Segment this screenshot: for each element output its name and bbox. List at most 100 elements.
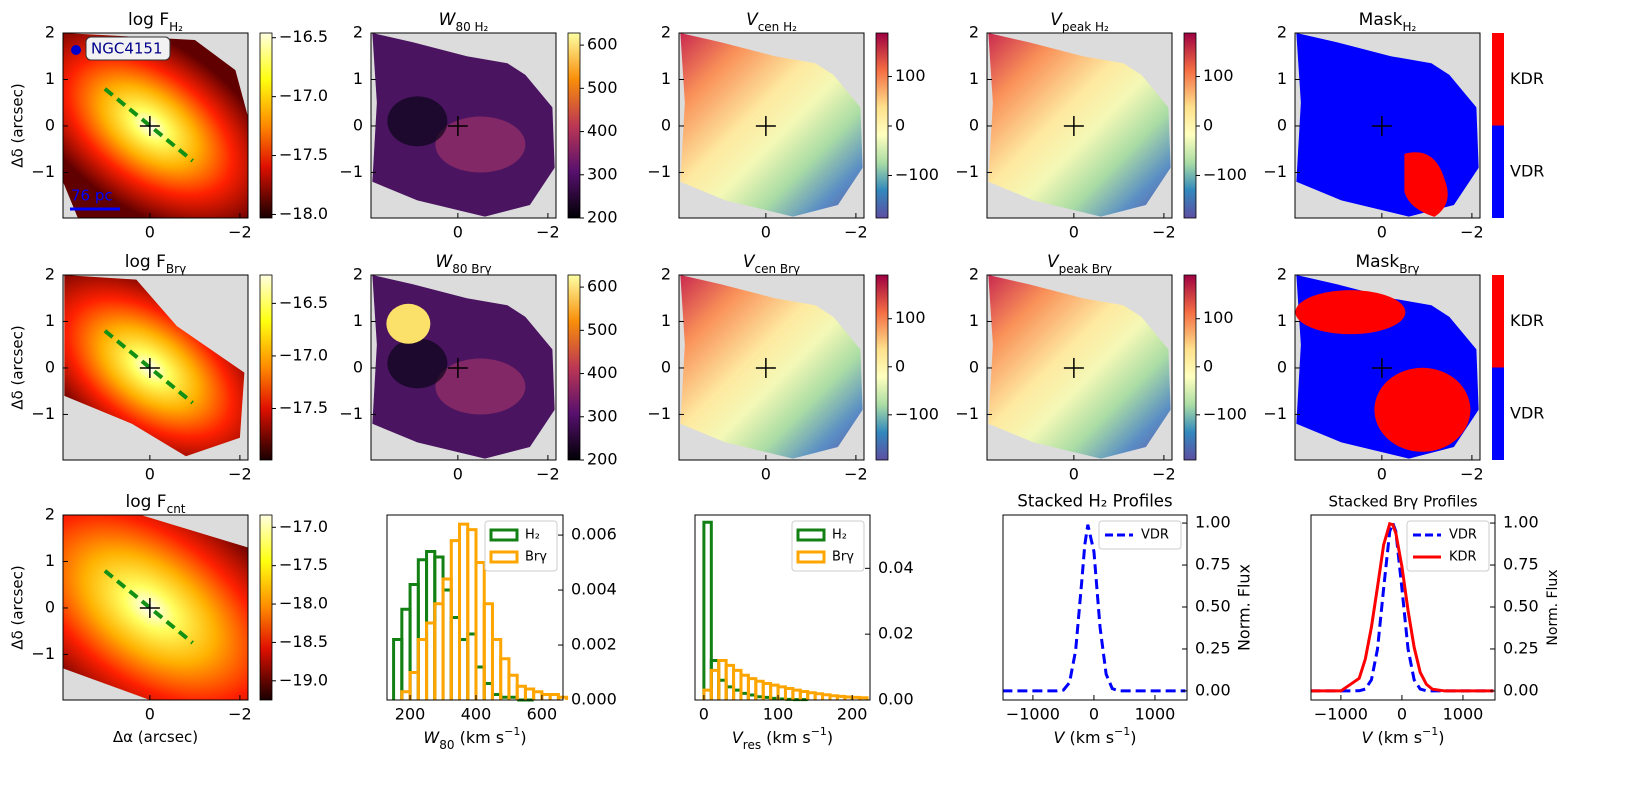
text-segment: (km s — [455, 728, 505, 747]
map-region — [680, 275, 863, 459]
y-tick-label: 2 — [1277, 23, 1287, 42]
text-segment: (km s — [1372, 728, 1422, 747]
colorbar-tick-label: 0 — [1203, 115, 1213, 134]
y-tick-label: 0.04 — [878, 558, 914, 577]
text-segment: (km s — [761, 728, 811, 747]
legend-swatch — [489, 550, 519, 564]
colorbar-tick-label: −17.5 — [279, 398, 328, 417]
y-axis-label: Norm. Flux — [1545, 569, 1561, 645]
x-tick-label: 0 — [453, 465, 463, 484]
text-segment: −1 — [1114, 725, 1130, 738]
text-segment: −1 — [811, 725, 827, 738]
x-tick-label: −2 — [228, 223, 252, 242]
y-tick-label: 0 — [1277, 115, 1287, 134]
x-tick-label: 0 — [1069, 223, 1079, 242]
text-segment: V — [1050, 10, 1063, 30]
map-patch — [387, 96, 448, 147]
y-tick-label: 2 — [661, 23, 671, 42]
colorbar-tick-label: 400 — [587, 363, 618, 382]
map-region — [64, 275, 245, 457]
text-segment: Brγ — [1399, 262, 1419, 276]
x-tick-label: 0 — [453, 223, 463, 242]
panel-title: MaskH₂ — [1359, 10, 1417, 34]
x-tick-label: 0 — [145, 223, 155, 242]
legend-label: VDR — [1141, 528, 1169, 543]
y-tick-label: 1 — [353, 69, 363, 88]
map-patch — [387, 338, 448, 389]
y-tick-label: 1 — [1277, 69, 1287, 88]
panel-title: MaskBrγ — [1355, 252, 1419, 276]
legend-box — [791, 520, 865, 572]
colorbar-tick-label: −18.0 — [279, 594, 328, 613]
y-tick-label: 2 — [45, 505, 55, 524]
y-tick-label: −1 — [955, 162, 979, 181]
y-tick-label: 0 — [45, 597, 55, 616]
y-tick-label: −1 — [647, 162, 671, 181]
y-tick-label: 0 — [969, 115, 979, 134]
colorbar-tick-label: 0 — [895, 356, 905, 375]
y-tick-label: 2 — [1277, 265, 1287, 284]
mask-kdr — [1295, 290, 1406, 335]
colorbar-tick-label: −19.0 — [279, 670, 328, 689]
panel-title: W80 Brγ — [435, 252, 491, 276]
text-segment: (km s — [1064, 728, 1114, 747]
colorbar-label: VDR — [1510, 161, 1544, 180]
legend-label: Brγ — [525, 550, 547, 565]
colorbar-tick-label: −100 — [895, 165, 939, 184]
colorbar-tick-label: −16.5 — [279, 27, 328, 46]
legend-label: H₂ — [832, 528, 847, 543]
panel-title: W80 H₂ — [439, 10, 489, 34]
legend-label: H₂ — [525, 528, 540, 543]
y-tick-label: −1 — [955, 404, 979, 423]
colorbar-tick-label: −17.0 — [279, 517, 328, 536]
x-tick-label: −2 — [228, 705, 252, 724]
colorbar-tick-label: 300 — [587, 406, 618, 425]
colorbar-tick-label: −17.5 — [279, 145, 328, 164]
y-tick-label: 1 — [45, 311, 55, 330]
map-region — [988, 33, 1171, 217]
y-tick-label: 1.00 — [1503, 513, 1539, 532]
x-tick-label: 0 — [761, 223, 771, 242]
colorbar-label: KDR — [1510, 311, 1544, 330]
colorbar — [1183, 32, 1197, 219]
x-tick-label: 600 — [527, 705, 558, 724]
y-tick-label: 0.002 — [571, 635, 617, 654]
marker — [71, 45, 81, 55]
y-tick-label: 1 — [353, 311, 363, 330]
x-tick-label: 400 — [461, 705, 492, 724]
y-tick-label: −1 — [339, 162, 363, 181]
axis-line — [103, 87, 194, 163]
frame — [1310, 514, 1496, 701]
y-tick-label: 2 — [969, 265, 979, 284]
y-tick-label: 0.00 — [878, 690, 914, 709]
colorbar-tick-label: −100 — [1203, 404, 1247, 423]
colorbar-tick-label: 600 — [587, 35, 618, 54]
text-segment: 80 H₂ — [455, 20, 488, 34]
colorbar-tick-label: −16.5 — [279, 293, 328, 312]
x-tick-label: 1000 — [1443, 705, 1484, 724]
y-tick-label: 0 — [353, 115, 363, 134]
y-tick-label: 1 — [661, 69, 671, 88]
y-tick-label: 0.25 — [1195, 638, 1231, 657]
colorbar-tick-label: 100 — [1203, 308, 1234, 327]
y-axis-label: Δδ (arcsec) — [9, 83, 27, 167]
text-segment: W — [435, 252, 453, 272]
panel-title: log FBrγ — [125, 252, 186, 276]
x-axis-label: V (km s−1) — [1053, 725, 1136, 747]
y-tick-label: −1 — [31, 404, 55, 423]
legend-label: VDR — [1449, 528, 1477, 543]
text-segment: ) — [1438, 728, 1444, 747]
x-axis-label: Vres (km s−1) — [732, 725, 833, 752]
y-axis-label: Norm. Flux — [1235, 564, 1254, 651]
colorbar-tick-label: 100 — [895, 308, 926, 327]
y-tick-label: 0.25 — [1503, 638, 1539, 657]
y-tick-label: 0.02 — [878, 624, 914, 643]
x-tick-label: −2 — [228, 465, 252, 484]
colorbar-tick-label: −17.0 — [279, 86, 328, 105]
text-segment: V — [1053, 728, 1065, 747]
text-segment: log F — [128, 10, 169, 30]
y-axis-label: Δδ (arcsec) — [9, 325, 27, 409]
colorbar — [259, 274, 273, 461]
